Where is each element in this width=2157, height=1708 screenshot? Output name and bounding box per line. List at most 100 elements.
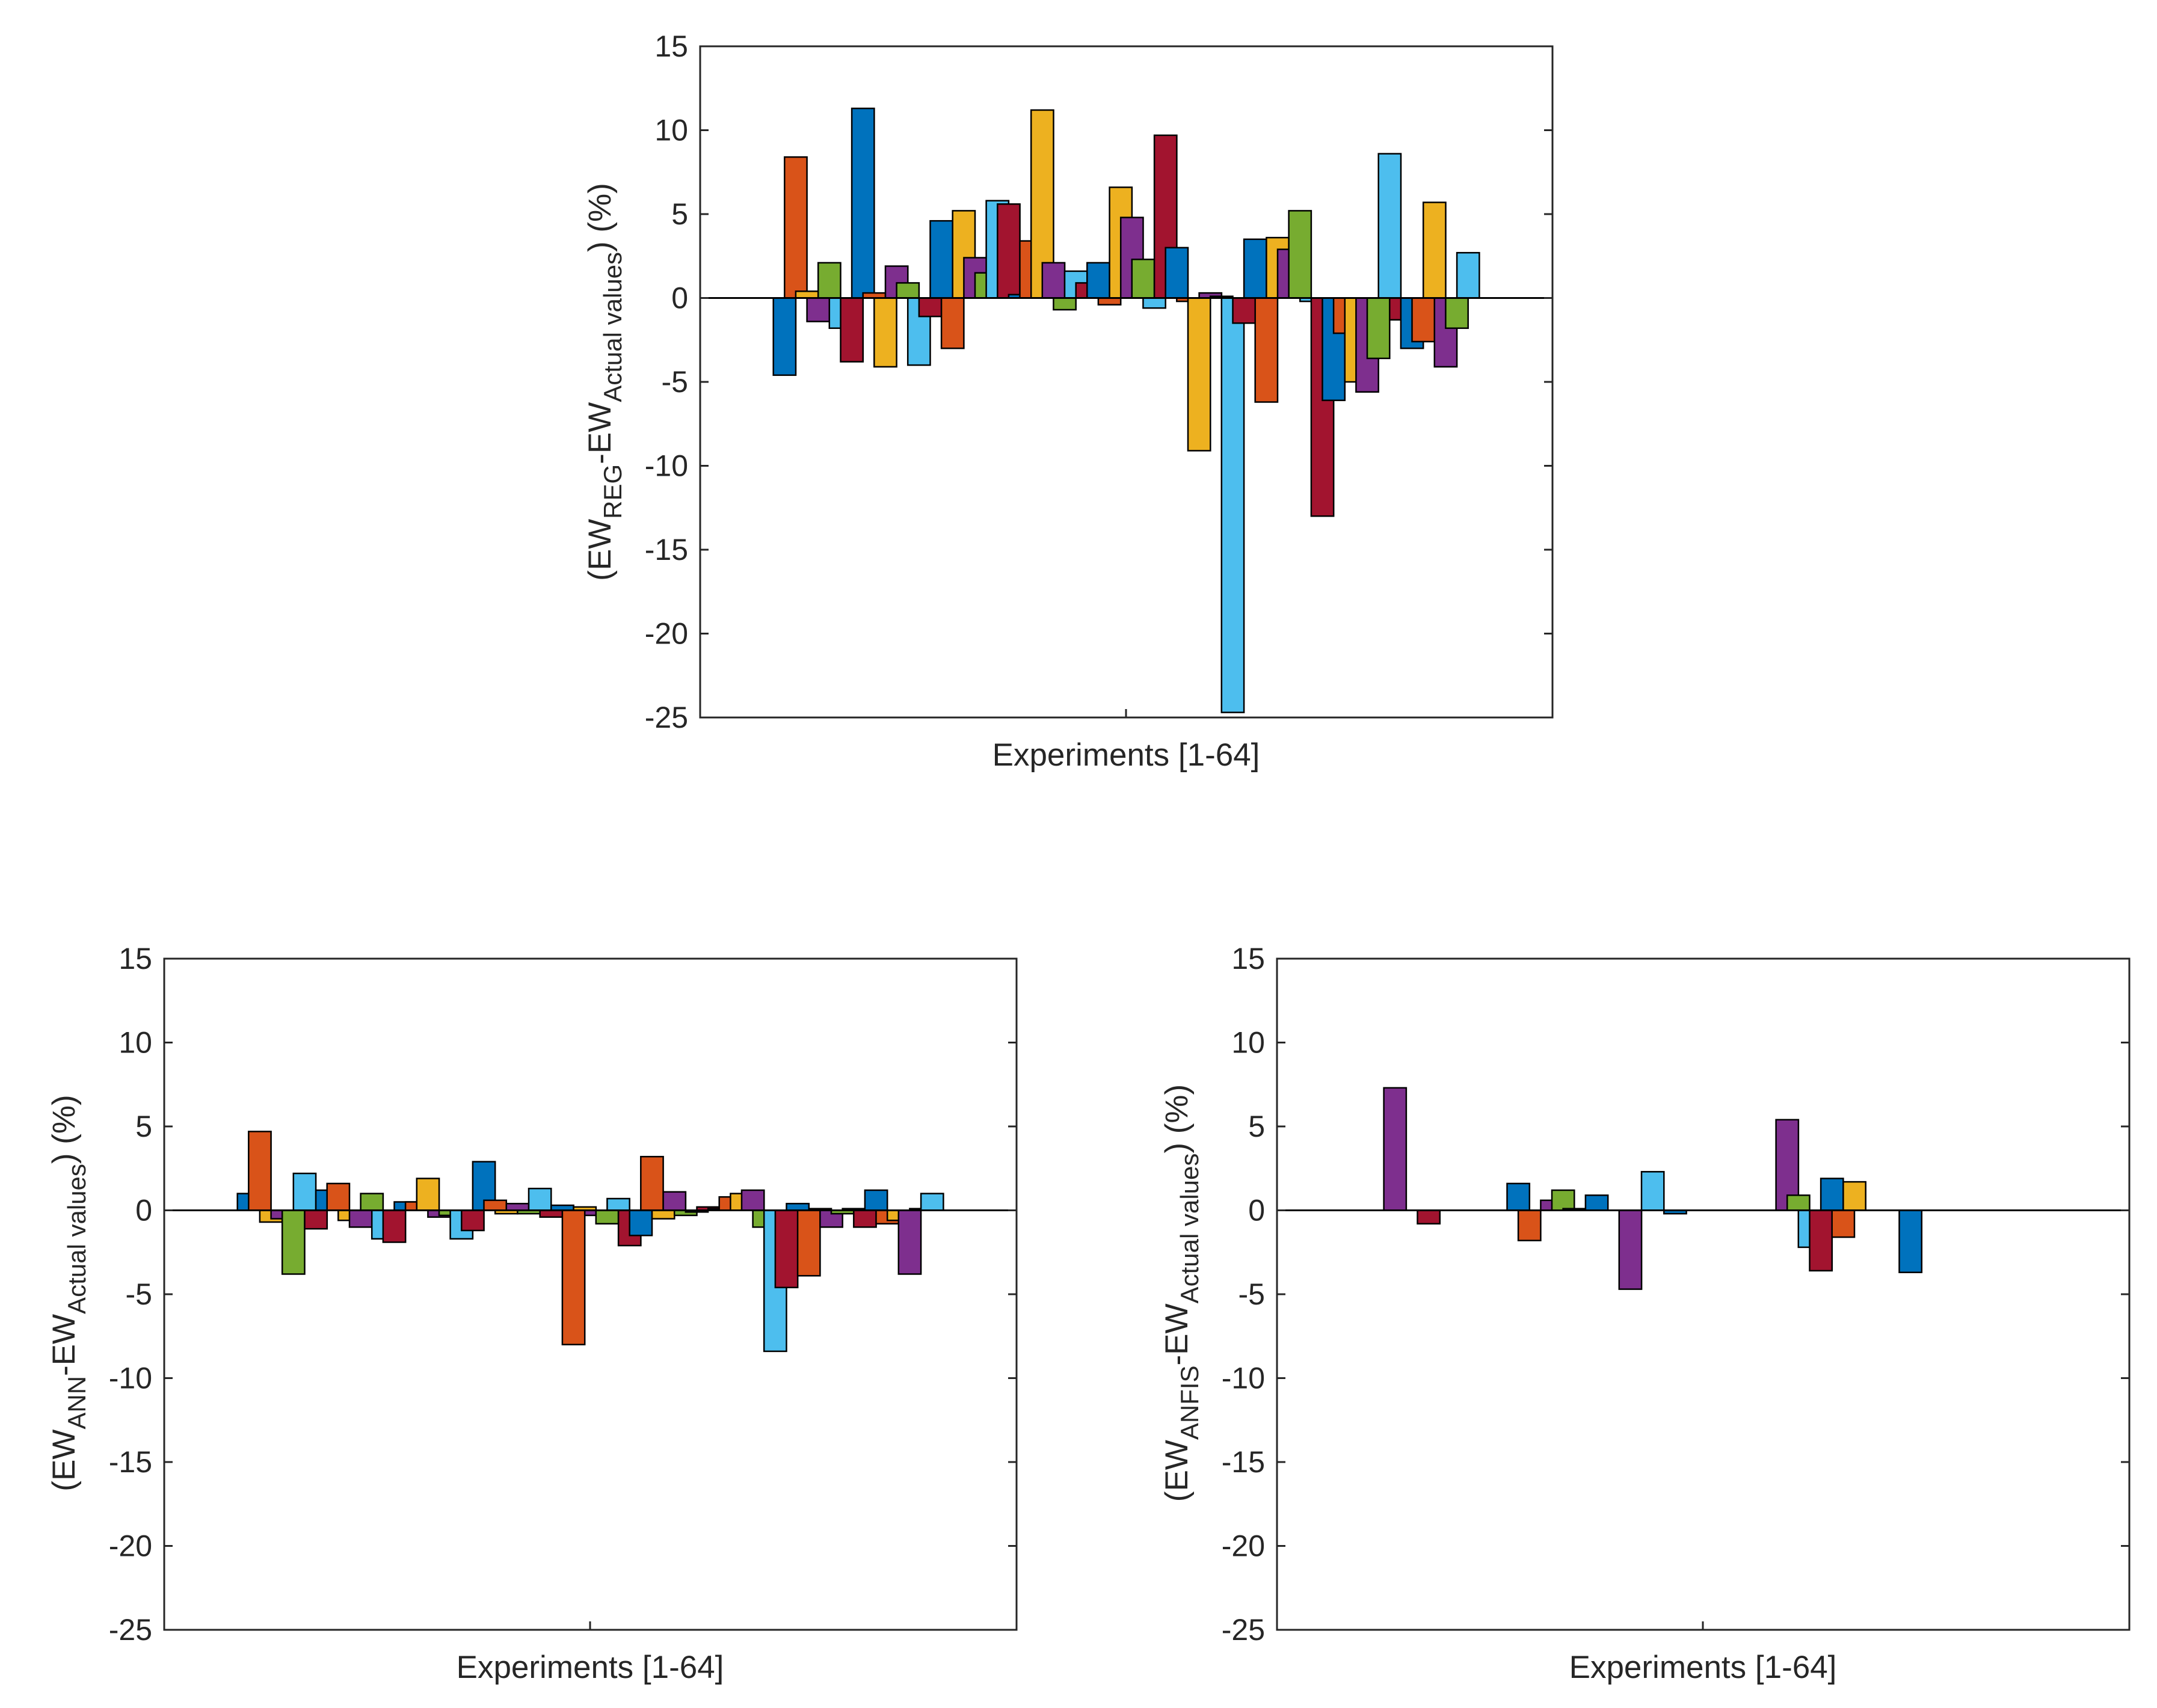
y-tick-label: -25 — [1222, 1613, 1265, 1647]
bar-exp-21 — [461, 1209, 485, 1232]
bar-exp-4 — [806, 297, 831, 322]
bar-exp-59 — [1422, 201, 1447, 299]
y-tick-label: 10 — [1231, 1026, 1265, 1060]
bar-exp-42 — [1232, 297, 1257, 324]
y-axis-label: (EWANN-EWActual values) (%) — [46, 1095, 91, 1491]
bar-exp-39 — [662, 1191, 687, 1211]
y-tick-label: 0 — [1248, 1194, 1265, 1227]
bar-exp-55 — [1377, 153, 1402, 299]
bar-exp-12 — [360, 1193, 384, 1211]
y-axis-label: (EWREG-EWActual values) (%) — [582, 183, 627, 581]
y-tick-label: -5 — [126, 1277, 152, 1311]
bar-exp-49 — [774, 1209, 799, 1289]
bar-exp-61 — [1445, 297, 1469, 329]
bar-exp-2 — [784, 156, 808, 299]
bar-exp-50 — [786, 1203, 810, 1211]
bar-exp-26 — [1053, 297, 1077, 311]
bar-exp-57 — [864, 1189, 888, 1211]
bar-exp-16 — [940, 297, 965, 349]
y-tick-label: 5 — [671, 197, 688, 231]
y-axis-label: (EWANFIS-EWActual values) (%) — [1159, 1084, 1204, 1502]
y-tick-label: 15 — [1231, 942, 1265, 975]
bar-exp-7 — [304, 1209, 328, 1230]
bar-exp-8 — [851, 107, 875, 299]
bar-exp-27 — [1640, 1171, 1665, 1211]
bar-exp-43 — [1820, 1178, 1844, 1211]
bar-exp-41 — [1220, 297, 1245, 713]
y-tick-label: 5 — [1248, 1110, 1265, 1143]
bar-exp-3 — [795, 290, 819, 299]
y-tick-label: 10 — [654, 114, 688, 147]
y-tick-label: 10 — [118, 1026, 152, 1060]
bar-exp-56 — [853, 1209, 877, 1228]
bar-exp-58 — [1411, 297, 1436, 343]
bar-exp-7 — [1417, 1209, 1441, 1225]
y-tick-label: -15 — [1222, 1445, 1265, 1479]
y-tick-label: -15 — [109, 1445, 152, 1479]
bar-exp-15 — [929, 220, 954, 299]
y-tick-label: -20 — [1222, 1529, 1265, 1563]
bar-exp-5 — [281, 1209, 306, 1275]
y-tick-label: -5 — [1239, 1277, 1265, 1311]
bar-exp-14 — [918, 297, 943, 318]
bar-exp-28 — [539, 1209, 564, 1218]
bar-exp-38 — [1187, 297, 1211, 452]
y-tick-label: -25 — [109, 1613, 152, 1647]
y-tick-label: -20 — [109, 1529, 152, 1563]
bar-exp-25 — [1618, 1209, 1643, 1290]
plot-area-background — [700, 46, 1552, 717]
bar-exp-36 — [629, 1209, 653, 1236]
bar-exp-50 — [1898, 1209, 1923, 1273]
bar-exp-54 — [1366, 297, 1391, 360]
bar-exp-34 — [1142, 297, 1166, 309]
bar-exp-43 — [1243, 238, 1267, 299]
bar-exp-11 — [348, 1209, 373, 1228]
bar-exp-36 — [1165, 247, 1189, 299]
x-axis-label: Experiments [1-64] — [992, 737, 1260, 773]
bar-exp-1 — [772, 297, 797, 376]
bar-exp-16 — [1517, 1209, 1542, 1241]
bar-exp-10 — [873, 297, 897, 368]
bar-exp-42 — [1809, 1209, 1833, 1272]
x-axis-label: Experiments [1-64] — [1569, 1650, 1837, 1685]
y-tick-label: 15 — [118, 942, 152, 975]
bar-exp-45 — [1842, 1181, 1866, 1211]
bar-exp-23 — [483, 1199, 508, 1211]
bar-series — [1383, 1087, 1923, 1290]
plot-area-background — [164, 959, 1017, 1630]
y-tick-label: -15 — [645, 533, 688, 567]
bar-exp-14 — [382, 1209, 407, 1243]
bar-exp-40 — [1786, 1194, 1811, 1211]
bar-exp-34 — [606, 1197, 630, 1211]
bar-exp-60 — [897, 1209, 922, 1275]
y-tick-label: -10 — [645, 449, 688, 483]
bar-exp-25 — [505, 1203, 530, 1211]
bar-exp-21 — [997, 203, 1021, 299]
y-tick-label: -10 — [109, 1362, 152, 1395]
bar-exp-51 — [796, 1209, 821, 1277]
y-tick-label: -10 — [1222, 1362, 1265, 1395]
bar-exp-37 — [640, 1155, 664, 1211]
y-tick-label: 0 — [135, 1194, 152, 1227]
bar-exp-27 — [528, 1187, 552, 1211]
y-tick-label: -5 — [662, 365, 688, 399]
bar-exp-19 — [1551, 1189, 1575, 1211]
bar-exp-15 — [1506, 1182, 1531, 1211]
y-tick-label: 15 — [654, 29, 688, 63]
y-tick-label: 5 — [135, 1110, 152, 1143]
bar-exp-62 — [1456, 251, 1480, 299]
bar-exp-44 — [1254, 297, 1279, 403]
bar-exp-17 — [416, 1178, 440, 1211]
bar-exp-2 — [248, 1131, 272, 1211]
bar-exp-30 — [561, 1209, 586, 1345]
bar-exp-4 — [1383, 1087, 1408, 1211]
y-ticks: 15 10 5 0 -5 -10 -15 -20 -25 — [645, 29, 1552, 734]
bar-exp-25 — [1041, 262, 1066, 299]
bar-exp-30 — [1097, 297, 1122, 306]
bar-exp-22 — [1584, 1194, 1609, 1211]
x-axis-label: Experiments [1-64] — [457, 1650, 724, 1685]
bar-exp-29 — [1086, 262, 1110, 299]
y-ticks: 15 10 5 0 -5 -10 -15 -20 -25 — [1222, 942, 2129, 1647]
